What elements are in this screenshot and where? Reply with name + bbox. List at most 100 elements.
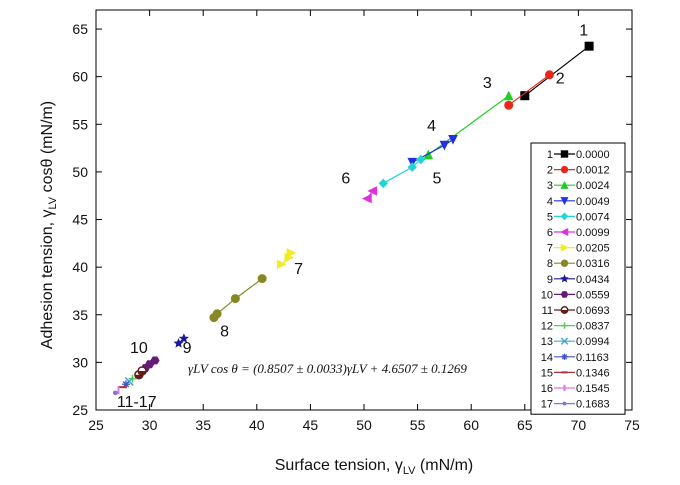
data-point-11-fill [134,374,143,379]
legend-number: 10 [541,289,553,301]
data-point-1 [584,41,594,51]
legend-number: 9 [547,274,553,286]
y-tick-label: 25 [72,402,88,418]
data-point-14 [122,380,131,389]
y-tick-label: 45 [72,212,88,228]
legend-number: 5 [547,211,553,223]
legend-number: 15 [541,367,553,379]
annotation-label: 1 [579,23,588,40]
legend-marker [560,227,569,237]
series-6 [362,186,378,204]
data-point-7 [286,248,297,258]
legend-number: 4 [547,196,553,208]
legend-marker [560,274,569,283]
legend: 1 0.0000 2 0.0012 3 0.0024 4 0.0049 5 0.0074 6 0.00… [530,142,626,415]
legend-value: 0.1346 [576,367,610,379]
data-point-2 [544,70,554,80]
data-point-6 [362,193,372,204]
legend-entry-7: 7 0.0205 [547,243,610,255]
legend-number: 3 [547,180,553,192]
series-14 [122,380,131,389]
legend-number: 11 [542,305,553,317]
annotation-label: 11-17 [117,394,157,411]
data-point-4 [448,135,458,145]
x-tick-label: 35 [195,417,211,433]
legend-value: 0.0099 [576,227,610,239]
legend-number: 16 [541,383,553,395]
legend-value: 0.0012 [576,165,610,177]
x-tick-label: 45 [303,417,319,433]
x-tick-label: 75 [624,417,640,433]
series-layer [112,41,594,396]
data-point-4 [439,140,450,151]
annotation-label: 8 [220,324,229,341]
series-4 [407,135,458,168]
data-point-8 [257,274,267,284]
annotation-label: 3 [483,75,492,92]
series-line-3 [427,95,510,156]
legend-marker [561,353,568,360]
data-point-5 [416,154,426,165]
legend-marker-fill [561,310,568,314]
legend-number: 13 [541,336,553,348]
annotation-label: 2 [556,70,565,87]
series-7 [276,248,297,270]
legend-number: 12 [541,321,553,333]
data-point-11-fill [138,370,147,375]
legend-marker [562,401,567,406]
legend-entry-1: 1 0.0000 [547,149,610,161]
data-point-10 [150,356,160,365]
x-tick-label: 55 [410,417,426,433]
legend-marker [560,150,569,158]
x-tick-label: 50 [356,417,372,433]
legend-entry-3: 3 0.0024 [547,180,610,192]
legend-entry-13: 13 0.0994 [541,336,610,348]
legend-value: 0.1163 [576,352,609,364]
legend-marker [560,337,569,345]
x-tick-label: 30 [142,417,158,433]
legend-value: 0.0074 [576,211,610,223]
data-point-5 [378,178,389,189]
data-point-3 [503,90,514,101]
y-tick-label: 50 [72,164,88,180]
y-tick-label: 65 [72,21,88,37]
legend-marker [560,165,569,174]
legend-entry-14: 14 0.1163 [541,352,609,364]
legend-value: 0.1683 [576,399,610,411]
legend-entry-10: 10 0.0559 [541,289,610,301]
legend-entry-2: 2 0.0012 [547,165,610,177]
x-tick-label: 40 [249,417,265,433]
series-line-1 [524,45,590,97]
y-tick-label: 35 [72,307,88,323]
legend-entry-4: 4 0.0049 [547,196,610,208]
legend-marker [560,243,569,252]
data-point-5 [407,162,417,172]
legend-value: 0.0837 [576,321,610,333]
legend-value: 0.0000 [576,149,610,161]
annotation-label: 6 [341,170,350,187]
series-11 [134,366,147,380]
legend-number: 7 [547,243,553,255]
series-2 [504,70,554,110]
data-point-17 [112,390,118,396]
annotation-label: 7 [294,261,303,278]
legend-entry-16: 16 0.1545 [541,383,610,395]
legend-marker [560,197,569,206]
annotation-label: 9 [183,340,192,357]
legend-number: 14 [541,352,553,364]
data-point-8 [212,309,222,319]
x-axis-title: Surface tension, γLV (mN/m) [275,457,473,477]
legend-value: 0.0559 [576,289,610,301]
x-tick-label: 65 [517,417,533,433]
legend-entry-17: 17 0.1683 [541,399,610,411]
legend-marker [560,259,569,267]
legend-entry-15: 15 0.1346 [541,367,610,379]
legend-number: 8 [547,258,553,270]
annotation-label: 5 [432,170,441,187]
legend-value: 0.0205 [576,243,610,255]
legend-entry-11: 11 0.0693 [542,305,610,317]
series-17 [112,390,118,396]
